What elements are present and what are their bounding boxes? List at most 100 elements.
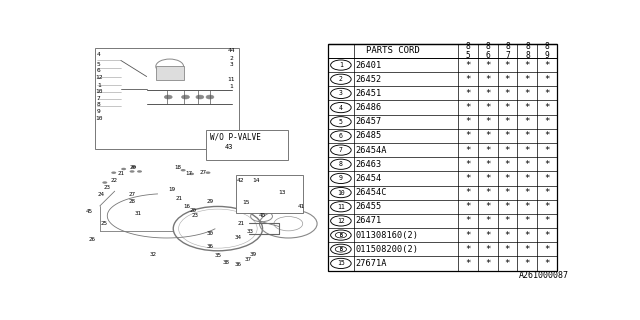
Text: 10: 10 [337,189,345,196]
Text: 32: 32 [150,252,157,257]
Text: 12: 12 [337,218,345,224]
Text: *: * [545,245,550,254]
Text: *: * [485,216,490,225]
Text: *: * [505,259,510,268]
Text: 35: 35 [214,253,221,258]
Text: 26401: 26401 [356,60,382,69]
Text: 8
9: 8 9 [545,42,550,60]
Bar [95,48,239,149]
Text: *: * [545,259,550,268]
Text: *: * [465,202,470,211]
Text: *: * [505,245,510,254]
Circle shape [180,169,186,172]
Text: 1: 1 [97,83,100,88]
Text: *: * [485,89,490,98]
Text: 30: 30 [207,230,214,236]
Text: 5: 5 [97,62,100,67]
Text: 23: 23 [192,213,199,218]
Text: 18: 18 [175,165,182,170]
Text: 1: 1 [339,62,343,68]
Text: 6: 6 [97,68,100,73]
Text: 10: 10 [95,116,102,121]
Text: 15: 15 [337,260,345,267]
Text: 26471: 26471 [356,216,382,225]
Text: 21: 21 [237,221,244,226]
Text: 2: 2 [339,76,343,82]
Text: *: * [465,160,470,169]
Text: *: * [505,60,510,69]
Text: *: * [525,174,530,183]
Text: 15: 15 [243,200,250,205]
Text: 8
8: 8 8 [525,42,530,60]
Text: 38: 38 [223,260,230,265]
Text: *: * [465,174,470,183]
Text: *: * [525,146,530,155]
Text: *: * [525,60,530,69]
Text: 3: 3 [339,91,343,96]
Text: *: * [505,202,510,211]
Text: 19: 19 [168,187,175,192]
Text: 8
5: 8 5 [465,42,470,60]
Text: 27: 27 [129,192,136,197]
Text: *: * [485,160,490,169]
Text: 6: 6 [339,133,343,139]
Text: *: * [485,117,490,126]
Text: PARTS CORD: PARTS CORD [366,46,420,55]
Circle shape [206,95,214,99]
Text: 26455: 26455 [356,202,382,211]
Circle shape [205,172,211,174]
Text: *: * [485,146,490,155]
Text: 31: 31 [135,211,142,216]
Text: 20: 20 [189,208,196,213]
Text: 2: 2 [229,56,233,60]
Text: 3: 3 [229,62,233,67]
Text: *: * [485,245,490,254]
Text: W/O P-VALVE: W/O P-VALVE [211,132,261,141]
Circle shape [189,173,194,175]
Text: *: * [485,103,490,112]
Text: *: * [525,231,530,240]
Text: 21: 21 [117,172,124,176]
Text: 33: 33 [246,228,253,234]
Text: 20: 20 [130,164,137,170]
Circle shape [182,95,189,99]
Bar [328,44,557,270]
Text: 29: 29 [207,198,214,204]
Text: 26452: 26452 [356,75,382,84]
Circle shape [129,170,134,173]
Text: *: * [545,103,550,112]
Text: 37: 37 [244,257,251,262]
Text: 43: 43 [225,144,233,150]
Text: 42: 42 [236,178,244,183]
Text: *: * [465,103,470,112]
Text: 8
7: 8 7 [505,42,510,60]
Text: 34: 34 [234,236,241,241]
Text: *: * [505,103,510,112]
Text: *: * [465,245,470,254]
Text: *: * [465,259,470,268]
Text: 26485: 26485 [356,132,382,140]
Text: *: * [465,188,470,197]
Circle shape [121,168,126,170]
Text: 011508200(2): 011508200(2) [356,245,419,254]
Text: *: * [465,75,470,84]
Text: 9: 9 [97,108,100,114]
Text: 40: 40 [259,213,266,218]
Text: 16: 16 [183,204,190,209]
Text: *: * [525,132,530,140]
Text: *: * [505,174,510,183]
Text: 39: 39 [250,252,257,257]
Text: *: * [465,132,470,140]
Text: *: * [465,231,470,240]
Text: *: * [545,216,550,225]
Text: *: * [485,132,490,140]
Text: 27: 27 [200,170,207,175]
Text: 9: 9 [339,175,343,181]
Circle shape [131,166,136,168]
Circle shape [196,95,204,99]
Text: *: * [505,231,510,240]
Text: 27671A: 27671A [356,259,387,268]
Text: B: B [339,247,342,252]
Text: *: * [525,89,530,98]
Text: *: * [545,146,550,155]
